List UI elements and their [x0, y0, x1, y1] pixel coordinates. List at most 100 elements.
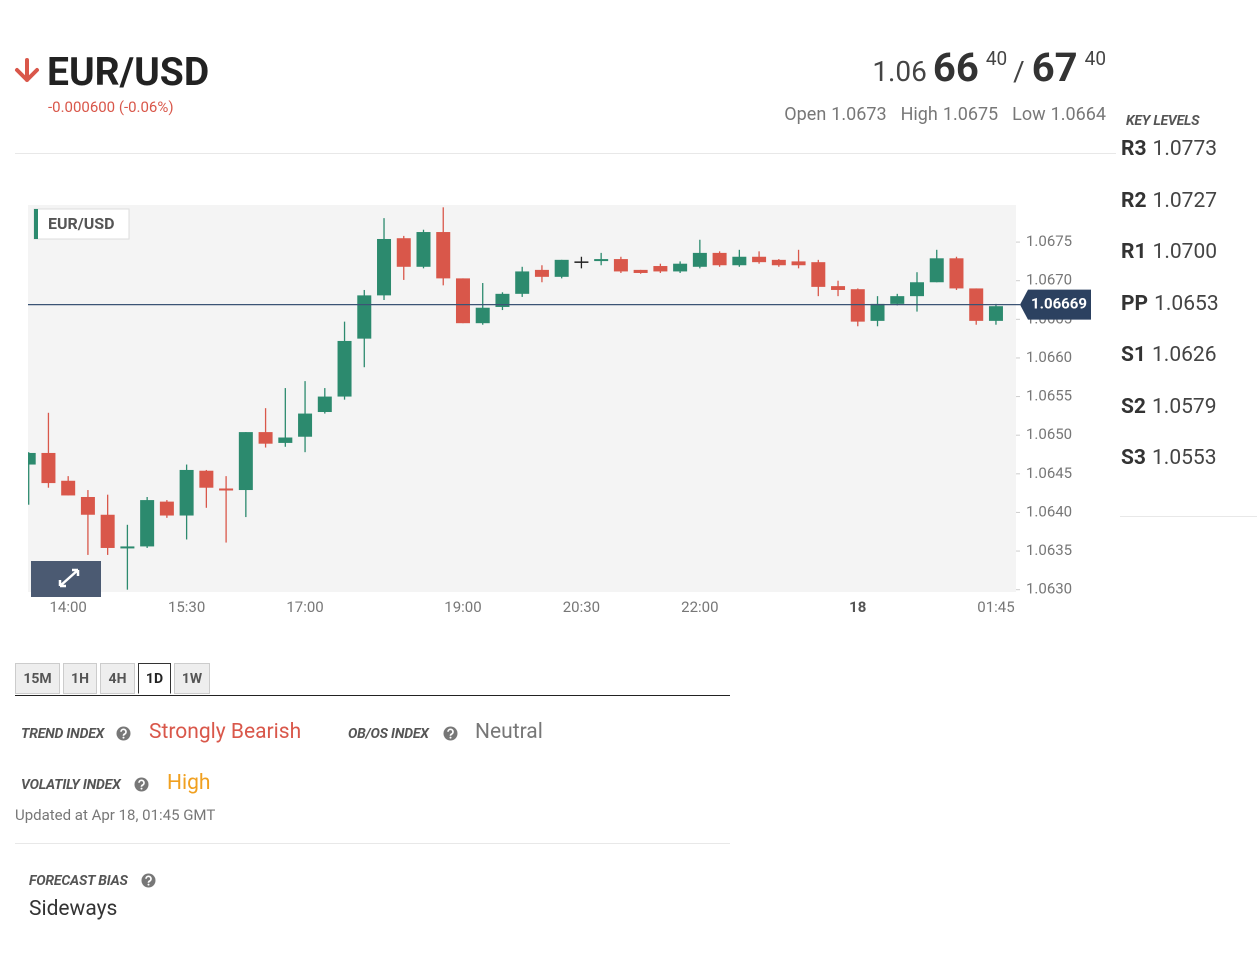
candle-body: [120, 546, 135, 549]
chart-badge: EUR/USD: [33, 208, 130, 240]
bid-big: 66: [932, 44, 979, 91]
candle-body: [219, 488, 234, 491]
forecast-label: FORECAST BIAS: [29, 873, 128, 889]
y-tick-label: 1.0660: [1026, 348, 1072, 366]
candle-body: [140, 500, 155, 547]
bid-pip: 40: [985, 47, 1008, 70]
badge-box: [33, 208, 130, 240]
divider: [1120, 516, 1257, 517]
stat-label: Low: [1012, 104, 1046, 125]
candle-body: [317, 396, 332, 413]
candle-body: [357, 295, 372, 339]
key-levels-title: KEY LEVELS: [1126, 113, 1200, 129]
key-level: R2 1.0727: [1121, 188, 1218, 213]
candle-body: [298, 413, 313, 437]
candle-body: [633, 269, 648, 273]
candle-body: [28, 452, 36, 465]
candle-body: [199, 470, 214, 488]
change: -0.000600 (-0.06%): [48, 98, 174, 116]
candle-body: [179, 469, 194, 516]
candle-body: [159, 501, 174, 516]
symbol: EUR/USD: [47, 49, 210, 95]
volatility-label: VOLATILY INDEX: [21, 777, 121, 793]
help-icon[interactable]: [141, 873, 156, 888]
candle-body: [771, 259, 786, 266]
candle-body: [831, 286, 846, 290]
x-tick-label: 15:30: [168, 598, 205, 616]
price-base: 1.06: [872, 55, 927, 88]
candle-body: [692, 252, 707, 267]
level-name: S2: [1121, 394, 1146, 419]
level-value: 1.0700: [1152, 240, 1218, 264]
x-tick-label: 20:30: [563, 598, 600, 616]
help-icon[interactable]: [443, 726, 458, 741]
key-level: S2 1.0579: [1121, 394, 1217, 419]
candle-body: [416, 232, 431, 267]
timeframe-tab[interactable]: 1W: [174, 663, 210, 694]
candlestick-chart: EUR/USD 1.0630 1.0635 1.0640 1.0645 1.0650 1.…: [28, 205, 1091, 616]
timeframe-tab[interactable]: 15M: [15, 663, 60, 694]
candle-body: [791, 261, 806, 266]
expand-icon[interactable]: [58, 568, 80, 588]
x-tick-label: 19:00: [444, 598, 481, 616]
y-tick-label: 1.0675: [1026, 232, 1072, 250]
stat-label: Open: [784, 104, 827, 125]
candle-body: [377, 238, 392, 296]
candle-body: [436, 232, 451, 279]
level-value: 1.0773: [1152, 137, 1218, 161]
level-name: R1: [1121, 240, 1147, 264]
candle-body: [515, 271, 530, 294]
timeframe-tab[interactable]: 1D: [138, 663, 171, 694]
timeframe-tab[interactable]: 1H: [63, 663, 97, 694]
divider: [15, 843, 730, 844]
level-name: R3: [1121, 137, 1147, 161]
candle-body: [653, 266, 668, 272]
trend-label: TREND INDEX: [21, 726, 105, 742]
candle-body: [850, 289, 865, 322]
candle-body: [613, 259, 628, 272]
divider: [15, 153, 1116, 154]
candle-body: [870, 303, 885, 321]
x-tick-label: 14:00: [50, 598, 87, 616]
candle-body: [455, 278, 470, 324]
stat-label: High: [900, 104, 938, 125]
y-tick-label: 1.0650: [1026, 425, 1072, 443]
candle-body: [673, 263, 688, 272]
candle-body: [495, 293, 510, 307]
stat-value: 1.0673: [831, 104, 887, 125]
candle-body: [890, 296, 905, 304]
y-tick-label: 1.0635: [1026, 541, 1072, 559]
candle-body: [258, 432, 273, 444]
key-level: R1 1.0700: [1121, 242, 1217, 263]
last-price-label: 1.06669: [1031, 295, 1087, 313]
candle-body: [554, 259, 569, 277]
y-tick-label: 1.0670: [1026, 271, 1072, 289]
level-name: S1: [1121, 343, 1146, 367]
stat: Open 1.0673: [784, 106, 886, 124]
candle-body: [712, 252, 727, 266]
candle-body: [910, 282, 924, 297]
candle-body: [278, 437, 293, 443]
level-value: 1.0727: [1152, 188, 1218, 213]
candle-body: [752, 256, 767, 263]
candle-body: [949, 258, 964, 289]
help-icon[interactable]: [116, 726, 131, 741]
expand-button[interactable]: [31, 561, 101, 597]
stat-value: 1.0664: [1050, 104, 1106, 125]
candle-body: [41, 452, 56, 484]
help-icon[interactable]: [134, 777, 149, 792]
candle-body: [534, 269, 549, 277]
stat: Low 1.0664: [1012, 106, 1106, 124]
updated: Updated at Apr 18, 01:45 GMT: [15, 806, 216, 824]
stat-value: 1.0675: [942, 104, 999, 125]
timeframe-tab[interactable]: 4H: [100, 663, 135, 694]
level-name: S3: [1121, 446, 1146, 470]
candle-body: [475, 307, 490, 324]
chart-label: EUR/USD: [48, 214, 115, 233]
level-name: R2: [1121, 188, 1147, 213]
last-price-badge: [1020, 289, 1091, 320]
ask-pip: 40: [1084, 47, 1106, 70]
y-tick-label: 1.0645: [1026, 464, 1072, 482]
badge-accent: [34, 209, 38, 239]
